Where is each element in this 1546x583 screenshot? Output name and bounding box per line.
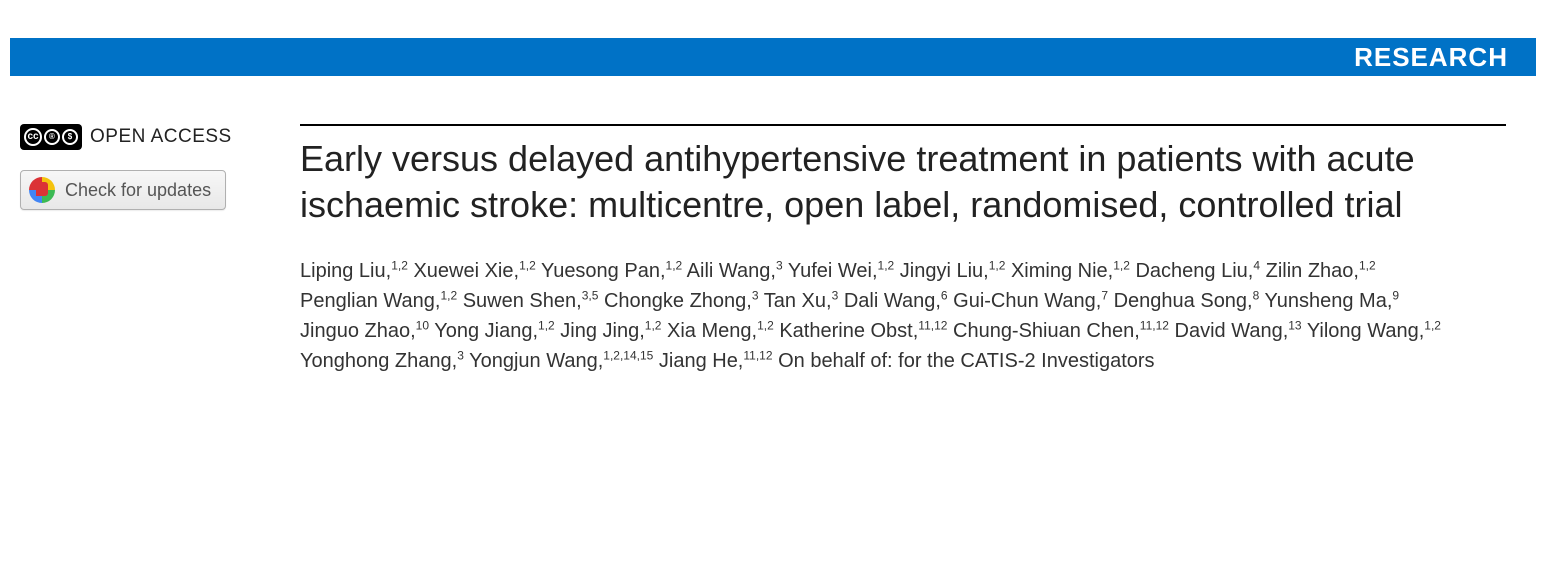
author: Zilin Zhao,1,2 [1266,260,1376,282]
author: Ximing Nie,1,2 [1011,260,1130,282]
nc-icon: $ [62,129,78,145]
check-updates-label: Check for updates [65,180,211,201]
author: Gui-Chun Wang,7 [953,290,1108,312]
author: Yuesong Pan,1,2 [541,260,682,282]
section-banner: RESEARCH [10,38,1536,76]
author: Jinguo Zhao,10 [300,320,429,342]
author: Liping Liu,1,2 [300,260,408,282]
cc-icon: cc [24,128,42,146]
author: Yunsheng Ma,9 [1265,290,1400,312]
author: Xia Meng,1,2 [667,320,774,342]
open-access-label: OPEN ACCESS [90,126,232,148]
author: Xuewei Xie,1,2 [413,260,535,282]
author: Yilong Wang,1,2 [1307,320,1441,342]
check-updates-button[interactable]: Check for updates [20,170,226,210]
author: Chung-Shiuan Chen,11,12 [953,320,1169,342]
crossmark-icon [29,177,55,203]
author: David Wang,13 [1175,320,1302,342]
author: Yong Jiang,1,2 [434,320,555,342]
author: Tan Xu,3 [764,290,839,312]
author: Dacheng Liu,4 [1135,260,1260,282]
author: Suwen Shen,3,5 [463,290,599,312]
author: Denghua Song,8 [1114,290,1260,312]
content-row: cc ® $ OPEN ACCESS Check for updates Ear… [20,124,1506,376]
author-list: Liping Liu,1,2 Xuewei Xie,1,2 Yuesong Pa… [300,256,1506,376]
on-behalf: On behalf of: for the CATIS-2 Investigat… [778,350,1154,372]
article-title: Early versus delayed antihypertensive tr… [300,136,1506,228]
author: Chongke Zhong,3 [604,290,759,312]
by-icon: ® [44,129,60,145]
author: Jiang He,11,12 [659,350,773,372]
cc-license-icon: cc ® $ [20,124,82,150]
banner-label: RESEARCH [1354,42,1508,73]
author: Aili Wang,3 [687,260,783,282]
author: Yongjun Wang,1,2,14,15 [469,350,653,372]
author: Katherine Obst,11,12 [779,320,947,342]
open-access-row: cc ® $ OPEN ACCESS [20,124,280,150]
article-main: Early versus delayed antihypertensive tr… [300,124,1506,376]
sidebar: cc ® $ OPEN ACCESS Check for updates [20,124,300,376]
author: Yonghong Zhang,3 [300,350,464,372]
author: Dali Wang,6 [844,290,948,312]
author: Yufei Wei,1,2 [788,260,894,282]
author: Jingyi Liu,1,2 [900,260,1006,282]
author: Jing Jing,1,2 [560,320,661,342]
author: Penglian Wang,1,2 [300,290,457,312]
